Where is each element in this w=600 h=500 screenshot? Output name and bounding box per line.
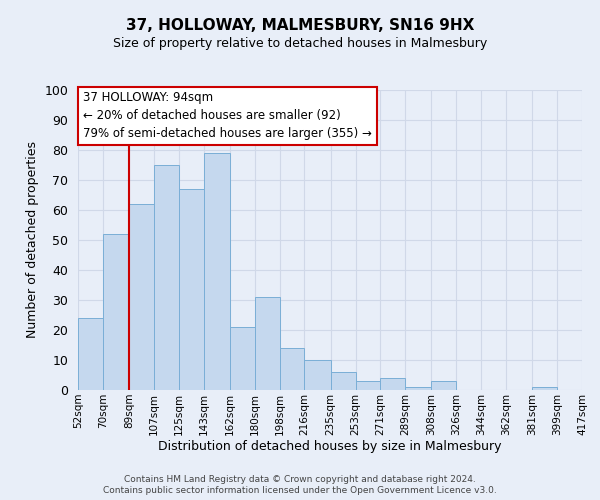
Text: Contains public sector information licensed under the Open Government Licence v3: Contains public sector information licen… — [103, 486, 497, 495]
Text: 37, HOLLOWAY, MALMESBURY, SN16 9HX: 37, HOLLOWAY, MALMESBURY, SN16 9HX — [126, 18, 474, 32]
Bar — [255, 297, 280, 390]
Text: Size of property relative to detached houses in Malmesbury: Size of property relative to detached ho… — [113, 38, 487, 51]
Bar — [280, 348, 304, 390]
X-axis label: Distribution of detached houses by size in Malmesbury: Distribution of detached houses by size … — [158, 440, 502, 454]
Bar — [154, 165, 179, 390]
Bar — [431, 381, 457, 390]
Bar — [179, 189, 203, 390]
Bar — [380, 378, 405, 390]
Bar — [103, 234, 129, 390]
Text: 37 HOLLOWAY: 94sqm
← 20% of detached houses are smaller (92)
79% of semi-detache: 37 HOLLOWAY: 94sqm ← 20% of detached hou… — [83, 92, 372, 140]
Bar — [230, 327, 255, 390]
Bar — [405, 387, 431, 390]
Bar — [304, 360, 331, 390]
Bar — [331, 372, 356, 390]
Bar — [203, 153, 230, 390]
Y-axis label: Number of detached properties: Number of detached properties — [26, 142, 39, 338]
Bar — [78, 318, 103, 390]
Bar — [356, 381, 380, 390]
Bar — [532, 387, 557, 390]
Bar — [129, 204, 154, 390]
Text: Contains HM Land Registry data © Crown copyright and database right 2024.: Contains HM Land Registry data © Crown c… — [124, 475, 476, 484]
